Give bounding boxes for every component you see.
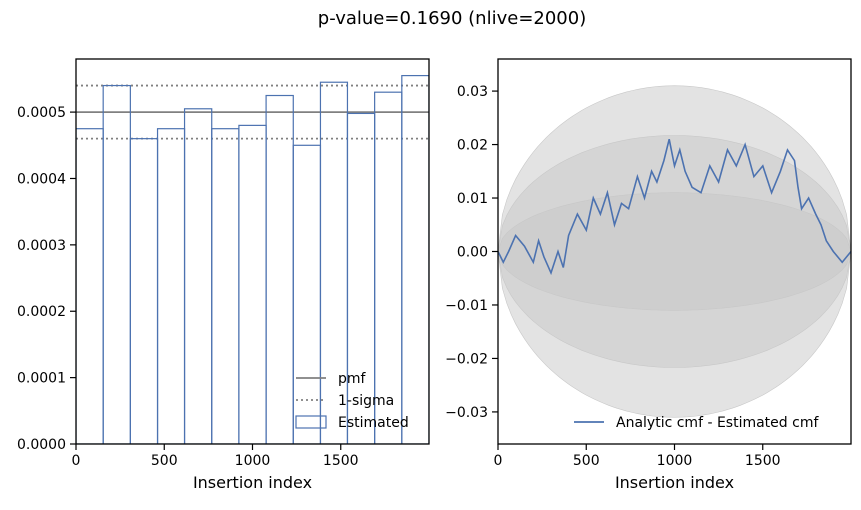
y-tick-label: 0.0003 — [17, 238, 66, 254]
estimated-bar — [183, 108, 213, 444]
legend-cmf-label: Analytic cmf - Estimated cmf — [616, 415, 819, 431]
legend-estimated-swatch — [295, 415, 327, 429]
axes-frame — [75, 58, 430, 445]
legend-pmf-label: pmf — [338, 371, 367, 387]
legend-estimated-label: Estimated — [338, 415, 409, 431]
x-axis-label: Insertion index — [193, 473, 312, 492]
y-tick-label: −0.02 — [445, 351, 488, 367]
y-tick-label: 0.0005 — [17, 105, 66, 121]
x-tick-label: 0 — [494, 453, 503, 469]
estimated-bar — [319, 81, 349, 444]
figure-title: p-value=0.1690 (nlive=2000) — [318, 8, 586, 29]
y-tick-label: 0.0004 — [17, 171, 66, 187]
y-tick-label: 0.0002 — [17, 304, 66, 320]
legend-sigma-label: 1-sigma — [338, 393, 394, 409]
cmf-difference-line — [498, 139, 851, 276]
estimated-bar — [76, 128, 104, 444]
y-tick-label: 0.00 — [457, 245, 488, 261]
x-tick-label: 1000 — [235, 453, 271, 469]
estimated-bar — [374, 91, 403, 444]
estimated-bar — [401, 74, 429, 444]
legend: pmf 1-sigma Estimated — [295, 371, 409, 431]
y-tick-label: 0.03 — [457, 84, 488, 100]
y-tick-label: 0.0000 — [17, 437, 66, 453]
y-tick-label: 0.01 — [457, 191, 488, 207]
y-tick-label: −0.01 — [445, 298, 488, 314]
axes-frame — [497, 58, 852, 445]
estimated-bar — [265, 94, 294, 444]
left-chart-pmf: 0 500 1000 1500 0.0000 0.0001 0.0002 0.0003 0.00… — [17, 58, 430, 492]
y-tick-label: −0.03 — [445, 405, 488, 421]
x-tick-label: 0 — [72, 453, 81, 469]
x-tick-label: 1500 — [323, 453, 359, 469]
x-tick-label: 1500 — [745, 453, 781, 469]
plot-area — [76, 74, 429, 444]
legend: Analytic cmf - Estimated cmf — [574, 415, 819, 431]
estimated-bar — [129, 138, 159, 444]
x-tick-label: 500 — [573, 453, 600, 469]
x-axis-label: Insertion index — [615, 473, 734, 492]
estimated-bar — [211, 128, 240, 444]
band-1-sigma — [498, 192, 851, 311]
x-tick-label: 1000 — [657, 453, 693, 469]
estimated-bar — [238, 124, 267, 444]
x-tick-label: 500 — [151, 453, 178, 469]
right-chart-cmf-difference: 0 500 1000 1500 −0.03 −0.02 −0.01 0.00 0.01 0.02 0… — [445, 58, 852, 492]
y-tick-label: 0.02 — [457, 138, 488, 154]
y-tick-label: 0.0001 — [17, 371, 66, 387]
estimated-bar — [156, 128, 186, 444]
plot-area — [498, 85, 851, 418]
